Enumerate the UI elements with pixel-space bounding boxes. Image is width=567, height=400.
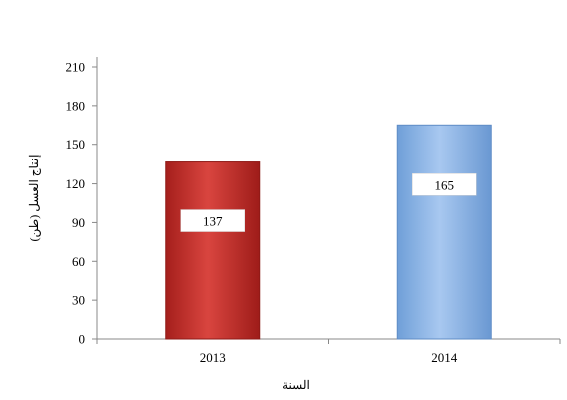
data-label-box (180, 209, 245, 232)
y-axis-title: إنتاج العسل (طن) (27, 155, 42, 242)
bars (165, 124, 492, 340)
bar-2014 (396, 124, 492, 340)
y-tick-label: 150 (66, 137, 86, 152)
y-tick-label: 210 (66, 60, 86, 75)
x-axis-title: السنة (282, 378, 310, 392)
x-category-label: 2014 (431, 350, 458, 365)
data-label-box (412, 173, 477, 196)
y-tick-label: 0 (79, 332, 86, 347)
data-labels: 137 165 (180, 173, 477, 232)
y-axis-ticks: 0 30 60 90 120 150 180 210 (66, 60, 97, 347)
y-tick-label: 90 (72, 215, 85, 230)
y-tick-label: 30 (72, 293, 85, 308)
x-axis-ticks: 2013 2014 (96, 339, 561, 365)
y-tick-label: 60 (72, 254, 85, 269)
data-label: 165 (435, 177, 455, 192)
y-tick-label: 180 (66, 98, 86, 113)
x-category-label: 2013 (200, 350, 226, 365)
data-label: 137 (203, 214, 223, 229)
bar-2013 (165, 161, 261, 340)
y-tick-label: 120 (66, 176, 86, 191)
